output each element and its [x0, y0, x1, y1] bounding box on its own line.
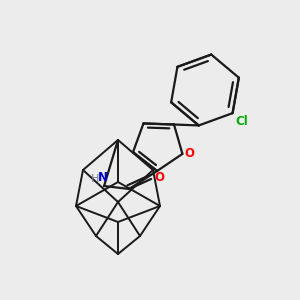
Text: H: H: [91, 174, 99, 184]
Text: N: N: [98, 171, 108, 184]
Text: O: O: [154, 172, 164, 184]
Text: O: O: [184, 147, 194, 161]
Text: Cl: Cl: [236, 115, 248, 128]
